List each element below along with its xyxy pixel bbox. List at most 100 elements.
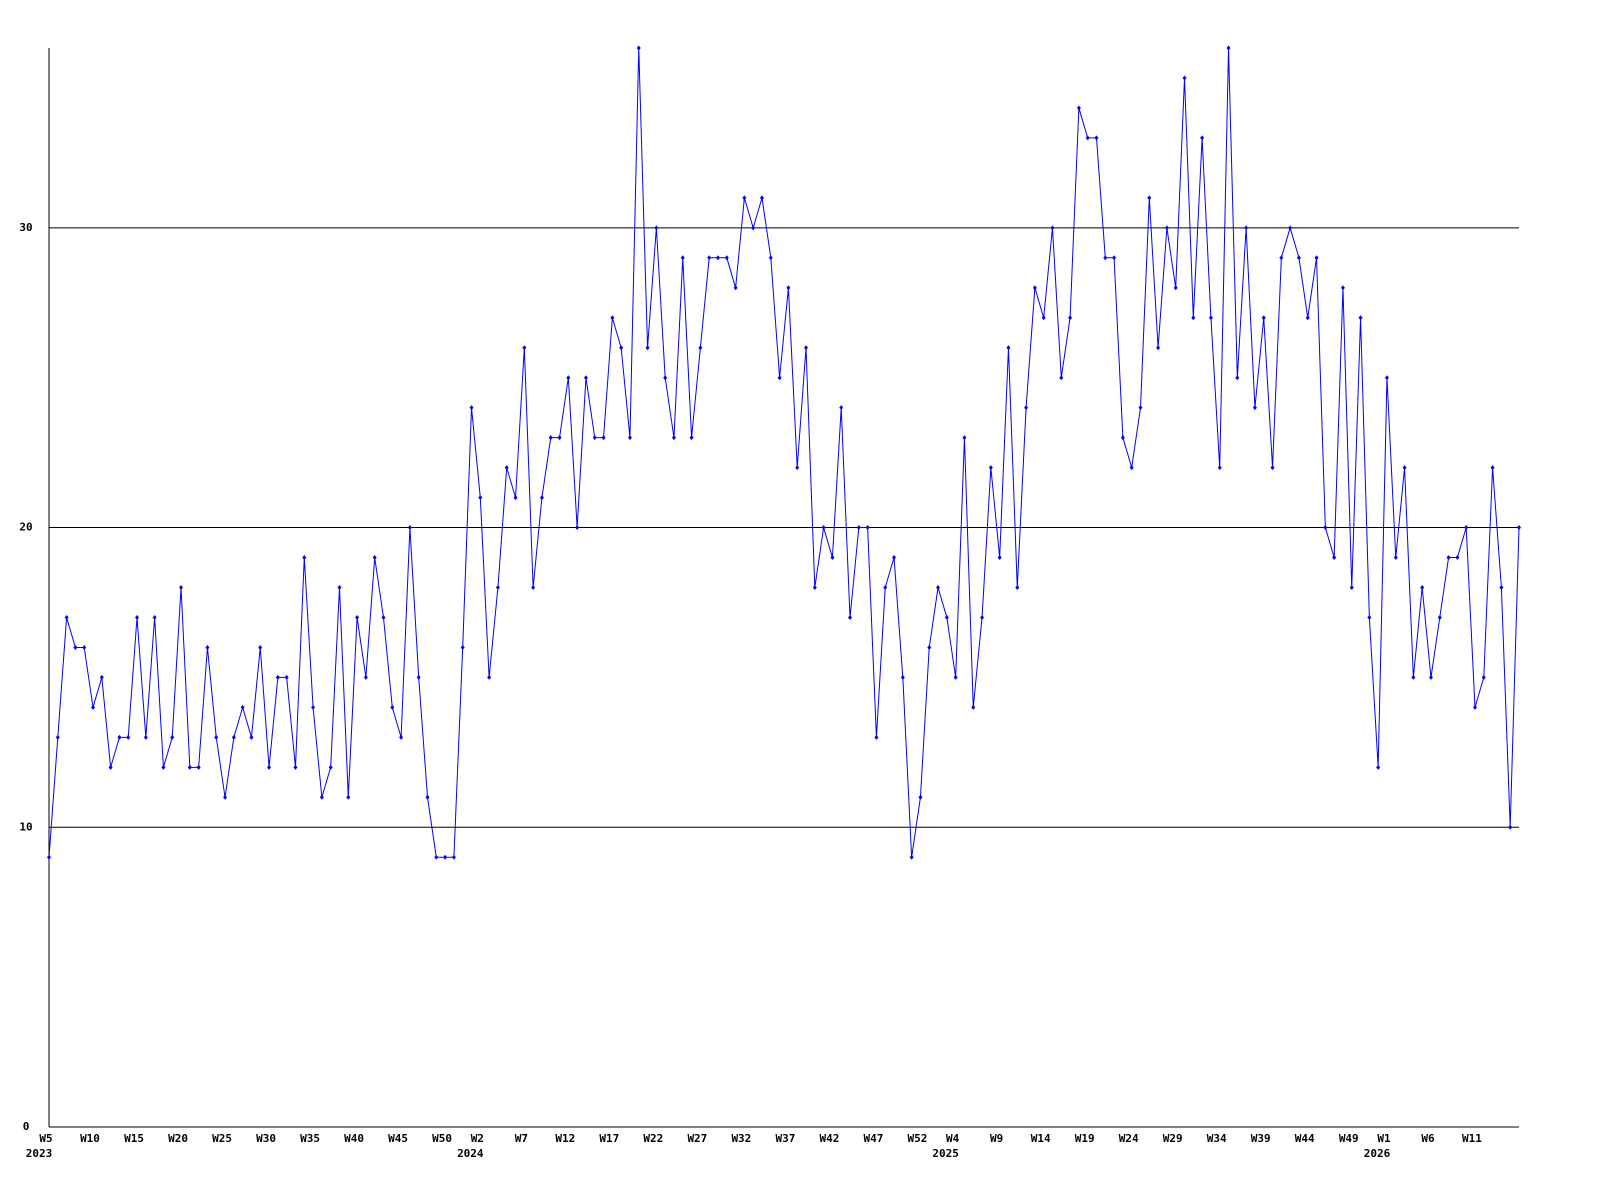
point xyxy=(759,195,764,201)
point xyxy=(1200,135,1205,141)
point xyxy=(645,345,650,351)
point xyxy=(117,734,122,740)
point xyxy=(1076,105,1081,111)
point xyxy=(918,794,923,800)
point xyxy=(1182,75,1187,81)
point xyxy=(487,674,492,680)
point xyxy=(839,405,844,411)
point xyxy=(82,644,87,650)
point xyxy=(1156,345,1161,351)
point xyxy=(443,854,448,860)
x-year-label: 2024 xyxy=(457,1147,484,1160)
point xyxy=(1244,225,1249,231)
x-tick-label: W4 xyxy=(946,1132,960,1145)
x-tick-label: W25 xyxy=(212,1132,232,1145)
x-year-label: 2023 xyxy=(26,1147,53,1160)
point xyxy=(927,644,932,650)
point xyxy=(328,764,333,770)
point xyxy=(1323,525,1328,531)
point xyxy=(1164,225,1169,231)
point xyxy=(786,285,791,291)
x-tick-label: W11 xyxy=(1462,1132,1482,1145)
point xyxy=(240,704,245,710)
x-tick-label: W14 xyxy=(1031,1132,1051,1145)
point xyxy=(73,644,78,650)
x-tick-label: W15 xyxy=(124,1132,144,1145)
point xyxy=(399,734,404,740)
point xyxy=(1024,405,1029,411)
point xyxy=(91,704,96,710)
point xyxy=(460,644,465,650)
x-tick-label: W27 xyxy=(687,1132,707,1145)
point xyxy=(390,704,395,710)
point xyxy=(47,854,51,860)
x-tick-label: W24 xyxy=(1119,1132,1139,1145)
y-tick-label: 20 xyxy=(19,521,32,534)
point xyxy=(1208,315,1213,321)
x-tick-label: W50 xyxy=(432,1132,452,1145)
point xyxy=(1296,255,1301,261)
x-tick-label: W7 xyxy=(515,1132,528,1145)
point xyxy=(654,225,659,231)
point xyxy=(55,734,60,740)
point xyxy=(469,405,474,411)
point xyxy=(249,734,254,740)
point xyxy=(1367,614,1372,620)
point xyxy=(680,255,685,261)
x-tick-label: W5 xyxy=(39,1132,52,1145)
point xyxy=(1147,195,1152,201)
x-tick-label: W37 xyxy=(775,1132,795,1145)
point xyxy=(504,465,509,471)
point xyxy=(1006,345,1011,351)
point xyxy=(1393,555,1398,561)
point xyxy=(795,465,800,471)
point xyxy=(478,495,483,501)
point xyxy=(275,674,280,680)
point xyxy=(1191,315,1196,321)
point xyxy=(1508,824,1513,830)
point xyxy=(1059,375,1064,381)
point xyxy=(363,674,368,680)
point xyxy=(742,195,747,201)
point xyxy=(671,435,676,441)
point xyxy=(302,555,307,561)
point xyxy=(733,285,738,291)
point xyxy=(1217,465,1222,471)
point xyxy=(548,435,553,441)
point xyxy=(205,644,210,650)
line xyxy=(48,47,1520,858)
point xyxy=(337,585,342,590)
point xyxy=(1112,255,1117,261)
point xyxy=(619,345,624,351)
point xyxy=(1481,674,1486,680)
point xyxy=(1138,405,1143,411)
x-tick-label: W45 xyxy=(388,1132,408,1145)
point xyxy=(1279,255,1284,261)
point xyxy=(1094,135,1099,141)
point xyxy=(724,255,729,261)
point xyxy=(980,614,985,620)
point xyxy=(1384,375,1389,381)
point xyxy=(768,255,773,261)
point xyxy=(355,614,360,620)
point xyxy=(1103,255,1108,261)
x-tick-label: W19 xyxy=(1075,1132,1095,1145)
point xyxy=(1314,255,1319,261)
point xyxy=(566,375,571,381)
point xyxy=(407,525,412,531)
x-tick-label: W29 xyxy=(1163,1132,1183,1145)
y-tick-label: 30 xyxy=(19,221,32,234)
point xyxy=(971,704,976,710)
x-tick-label: W42 xyxy=(819,1132,839,1145)
x-year-label: 2025 xyxy=(932,1147,959,1160)
point xyxy=(1235,375,1240,381)
x-tick-label: W30 xyxy=(256,1132,276,1145)
x-tick-label: W12 xyxy=(555,1132,575,1145)
point xyxy=(513,495,518,501)
point xyxy=(936,585,941,590)
point xyxy=(152,614,157,620)
point xyxy=(1349,585,1354,590)
point xyxy=(1411,674,1416,680)
